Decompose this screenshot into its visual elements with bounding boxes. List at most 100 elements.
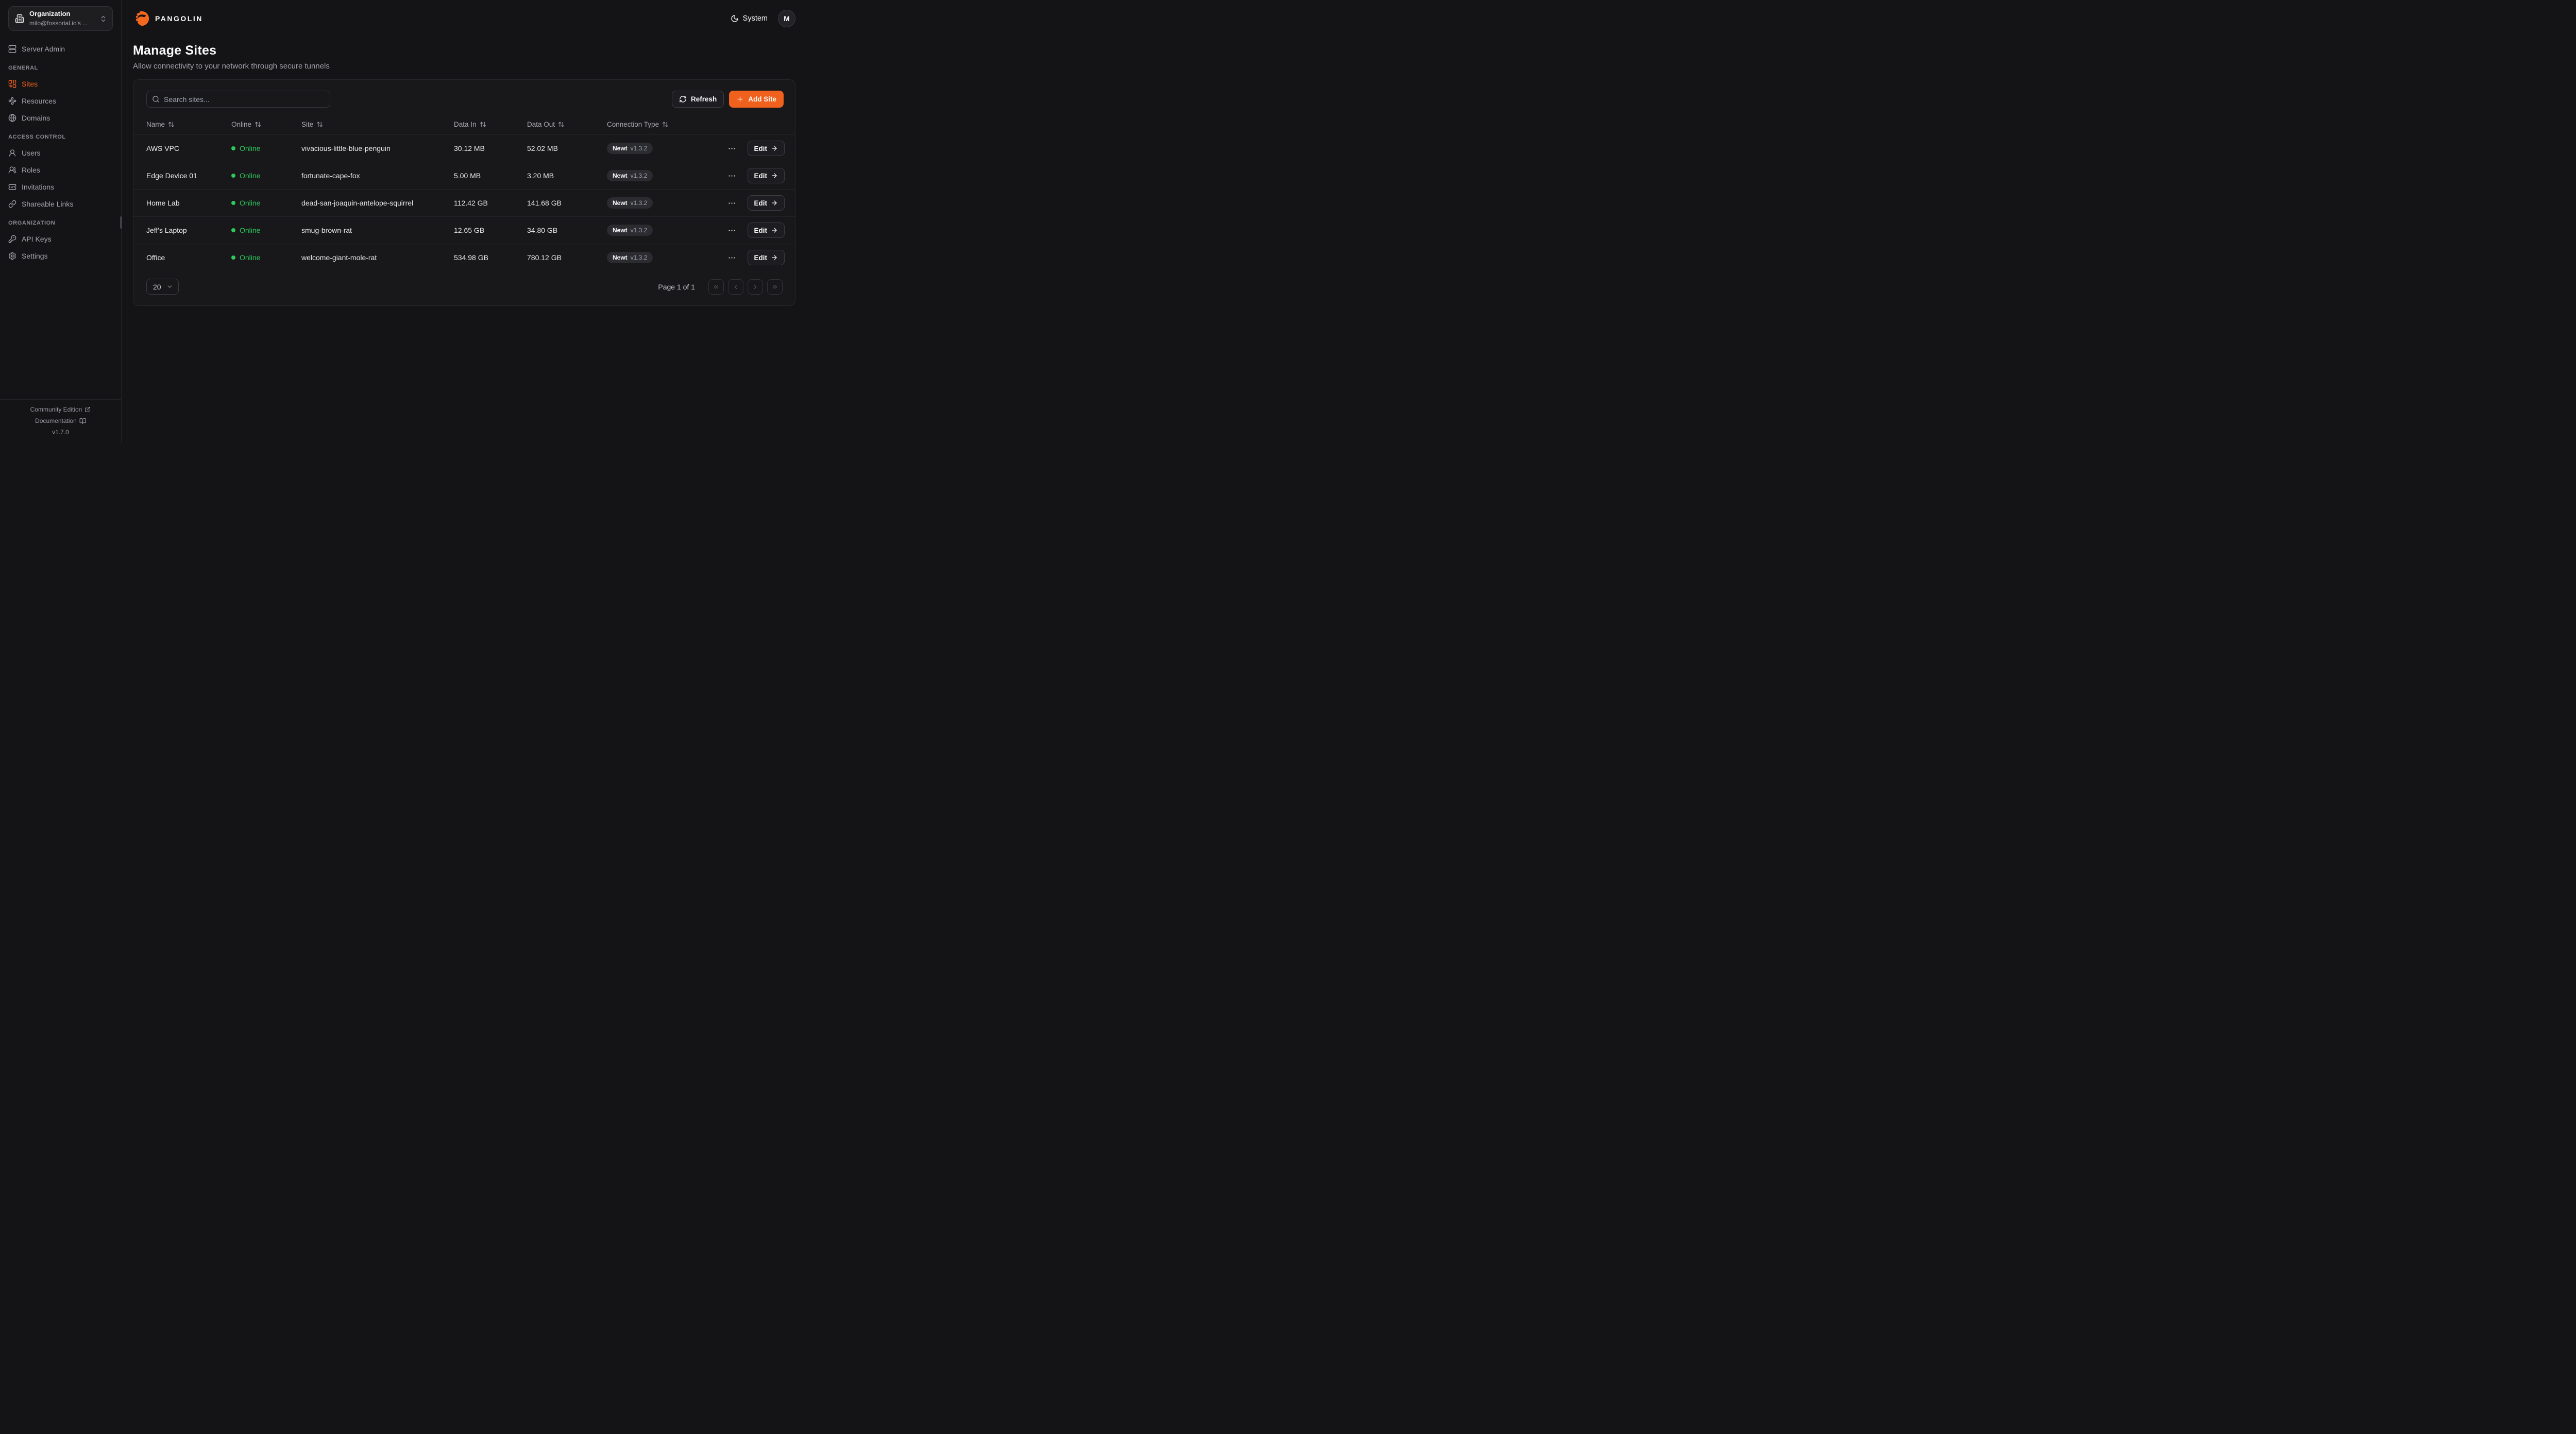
online-dot-icon bbox=[231, 174, 235, 178]
sidebar-item-settings[interactable]: Settings bbox=[8, 249, 113, 263]
sidebar-resize-handle[interactable] bbox=[120, 216, 122, 229]
org-selector[interactable]: Organization milo@fossorial.io's ... bbox=[8, 6, 113, 31]
sidebar-item-shareable-links[interactable]: Shareable Links bbox=[8, 197, 113, 211]
connection-name: Newt bbox=[613, 254, 628, 261]
gear-icon bbox=[8, 252, 16, 260]
first-page-button[interactable] bbox=[708, 279, 724, 295]
theme-toggle[interactable]: System bbox=[731, 14, 768, 23]
column-header-connection-type[interactable]: Connection Type bbox=[607, 121, 669, 128]
prev-page-button[interactable] bbox=[728, 279, 743, 295]
page-header: Manage Sites Allow connectivity to your … bbox=[122, 37, 808, 71]
chevron-right-icon bbox=[752, 283, 759, 291]
edit-button[interactable]: Edit bbox=[747, 195, 785, 211]
community-edition-link[interactable]: Community Edition bbox=[30, 406, 91, 413]
org-selector-label: Organization bbox=[29, 10, 71, 18]
table-row: AWS VPC Online vivacious-little-blue-pen… bbox=[133, 134, 795, 162]
last-page-button[interactable] bbox=[767, 279, 783, 295]
avatar[interactable]: M bbox=[778, 10, 795, 27]
online-label: Online bbox=[240, 172, 261, 180]
site-slug: vivacious-little-blue-penguin bbox=[301, 144, 391, 152]
edit-button[interactable]: Edit bbox=[747, 168, 785, 183]
brand-name: PANGOLIN bbox=[155, 14, 203, 23]
column-label: Name bbox=[146, 120, 165, 128]
online-label: Online bbox=[240, 144, 261, 152]
book-open-icon bbox=[79, 418, 86, 424]
users-icon bbox=[8, 166, 16, 174]
sidebar-item-server-admin[interactable]: Server Admin bbox=[8, 42, 113, 56]
brand: PANGOLIN bbox=[133, 10, 203, 27]
sidebar-item-users[interactable]: Users bbox=[8, 146, 113, 160]
connection-type-badge: Newt v1.3.2 bbox=[607, 197, 653, 209]
sidebar-item-sites[interactable]: Sites bbox=[8, 77, 113, 91]
sidebar-item-invitations[interactable]: Invitations bbox=[8, 180, 113, 194]
online-dot-icon bbox=[231, 228, 235, 232]
add-site-button[interactable]: Add Site bbox=[729, 91, 784, 108]
sidebar-item-resources[interactable]: Resources bbox=[8, 94, 113, 108]
data-out: 141.68 GB bbox=[527, 199, 562, 207]
row-menu-button[interactable] bbox=[725, 251, 738, 264]
sidebar-item-label: API Keys bbox=[22, 235, 52, 243]
site-slug: fortunate-cape-fox bbox=[301, 172, 360, 180]
sites-card: Refresh Add Site Name Online bbox=[133, 79, 795, 306]
sidebar-item-label: Server Admin bbox=[22, 45, 65, 53]
connection-version: v1.3.2 bbox=[630, 199, 648, 207]
refresh-button-label: Refresh bbox=[690, 95, 717, 103]
moon-icon bbox=[731, 14, 739, 23]
page-size-select[interactable]: 20 bbox=[146, 279, 179, 295]
site-slug: welcome-giant-mole-rat bbox=[301, 253, 377, 262]
online-status: Online bbox=[231, 144, 301, 152]
edit-button[interactable]: Edit bbox=[747, 141, 785, 156]
data-in: 5.00 MB bbox=[454, 172, 481, 180]
edit-button[interactable]: Edit bbox=[747, 223, 785, 238]
table-row: Office Online welcome-giant-mole-rat 534… bbox=[133, 244, 795, 271]
next-page-button[interactable] bbox=[748, 279, 763, 295]
globe-icon bbox=[8, 114, 16, 122]
sites-toolbar: Refresh Add Site bbox=[133, 80, 795, 114]
column-label: Site bbox=[301, 120, 314, 128]
ticket-check-icon bbox=[8, 183, 16, 191]
external-link-icon bbox=[84, 406, 91, 413]
sidebar-item-domains[interactable]: Domains bbox=[8, 111, 113, 125]
chevrons-right-icon bbox=[771, 283, 778, 291]
row-menu-button[interactable] bbox=[725, 197, 738, 210]
column-header-name[interactable]: Name bbox=[146, 121, 175, 128]
column-header-site[interactable]: Site bbox=[301, 121, 323, 128]
chevrons-up-down-icon bbox=[99, 15, 107, 23]
pangolin-logo-icon bbox=[133, 10, 150, 27]
page-title: Manage Sites bbox=[133, 43, 217, 58]
chevrons-left-icon bbox=[713, 283, 720, 291]
online-label: Online bbox=[240, 226, 261, 234]
column-header-data-in[interactable]: Data In bbox=[454, 121, 486, 128]
site-name: Edge Device 01 bbox=[146, 172, 197, 180]
sidebar-item-api-keys[interactable]: API Keys bbox=[8, 232, 113, 246]
page-status: Page 1 of 1 bbox=[658, 282, 695, 291]
documentation-label: Documentation bbox=[35, 417, 77, 424]
connection-version: v1.3.2 bbox=[630, 227, 648, 234]
arrow-right-icon bbox=[771, 172, 778, 179]
search-icon bbox=[152, 95, 160, 103]
search-input[interactable] bbox=[164, 95, 325, 104]
connection-type-badge: Newt v1.3.2 bbox=[607, 170, 653, 181]
app-version: v1.7.0 bbox=[52, 429, 69, 436]
data-out: 3.20 MB bbox=[527, 172, 554, 180]
refresh-button[interactable]: Refresh bbox=[671, 91, 724, 108]
row-menu-button[interactable] bbox=[725, 142, 738, 155]
connection-version: v1.3.2 bbox=[630, 145, 648, 152]
column-header-online[interactable]: Online bbox=[231, 121, 261, 128]
section-title-organization: ORGANIZATION bbox=[8, 220, 56, 226]
data-out: 780.12 GB bbox=[527, 253, 562, 262]
link-icon bbox=[8, 200, 16, 208]
row-menu-button[interactable] bbox=[725, 224, 738, 237]
edit-button-label: Edit bbox=[754, 226, 768, 234]
online-label: Online bbox=[240, 199, 261, 207]
edit-button[interactable]: Edit bbox=[747, 250, 785, 265]
table-row: Edge Device 01 Online fortunate-cape-fox… bbox=[133, 162, 795, 189]
documentation-link[interactable]: Documentation bbox=[35, 417, 86, 424]
column-header-data-out[interactable]: Data Out bbox=[527, 121, 565, 128]
table-row: Home Lab Online dead-san-joaquin-antelop… bbox=[133, 189, 795, 216]
chevron-left-icon bbox=[732, 283, 739, 291]
online-status: Online bbox=[231, 172, 301, 180]
row-menu-button[interactable] bbox=[725, 169, 738, 182]
sidebar-item-roles[interactable]: Roles bbox=[8, 163, 113, 177]
site-name: AWS VPC bbox=[146, 144, 180, 152]
